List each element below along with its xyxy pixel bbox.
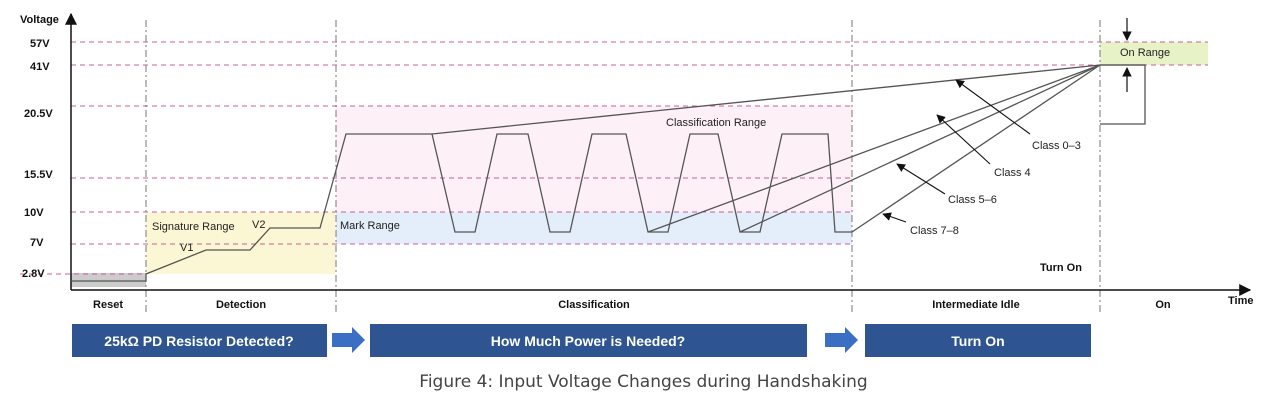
class-label: Class 5–6 — [948, 194, 997, 206]
voltage-label: 7V — [30, 237, 44, 249]
mark-range-fill — [336, 212, 852, 244]
classification-range-fill — [336, 106, 852, 212]
voltage-label: 41V — [30, 61, 50, 73]
reset-fill — [71, 273, 146, 287]
phase-separators — [145, 20, 1101, 312]
class-pointers — [882, 79, 1031, 223]
banner-arrow — [332, 327, 365, 353]
signature-range-fill — [146, 212, 335, 274]
voltage-label: 15.5V — [24, 169, 53, 181]
v1-label: V1 — [180, 242, 193, 254]
voltage-waveform — [71, 133, 852, 282]
banner-classification-label: How Much Power is Needed? — [491, 333, 685, 349]
class-label: Class 7–8 — [910, 225, 959, 237]
phase-label: Intermediate Idle — [932, 299, 1019, 311]
phase-label: On — [1155, 299, 1171, 311]
mark-range-label: Mark Range — [340, 220, 400, 232]
banner-turn-on — [865, 324, 1091, 357]
phase-label: Reset — [93, 299, 123, 311]
voltage-label: 10V — [24, 207, 44, 219]
voltage-label: 2.8V — [22, 268, 45, 280]
phase-label: Detection — [216, 299, 266, 311]
class-label: Class 4 — [994, 167, 1031, 179]
banner-turn-on-label: Turn On — [951, 333, 1004, 349]
voltage-label: 57V — [30, 38, 50, 50]
banner-detection-label: 25kΩ PD Resistor Detected? — [104, 333, 293, 349]
voltage-grid — [20, 41, 1208, 275]
on-range-fill — [1100, 42, 1208, 65]
banner-detection — [72, 324, 327, 357]
x-axis-title: Time — [1228, 295, 1253, 307]
phase-labels: Reset Detection Classification Intermedi… — [93, 299, 1171, 311]
v2-label: V2 — [252, 219, 265, 231]
turn-on-label: Turn On — [1040, 262, 1082, 274]
on-range-label: On Range — [1120, 47, 1170, 59]
y-axis-title: Voltage — [20, 14, 59, 26]
phase-label: Classification — [558, 299, 630, 311]
banner-classification — [370, 324, 807, 357]
voltage-label: 20.5V — [24, 108, 53, 120]
figure-caption: Figure 4: Input Voltage Changes during H… — [419, 372, 868, 392]
signature-range-label: Signature Range — [152, 221, 235, 233]
class-ramps — [431, 64, 1101, 233]
classification-range-label: Classification Range — [666, 117, 766, 129]
turn-on-edge — [1100, 64, 1146, 125]
voltage-labels: 57V 41V 20.5V 15.5V 10V 7V 2.8V — [22, 38, 53, 280]
class-label: Class 0–3 — [1032, 140, 1081, 152]
banner-arrow — [825, 327, 858, 353]
